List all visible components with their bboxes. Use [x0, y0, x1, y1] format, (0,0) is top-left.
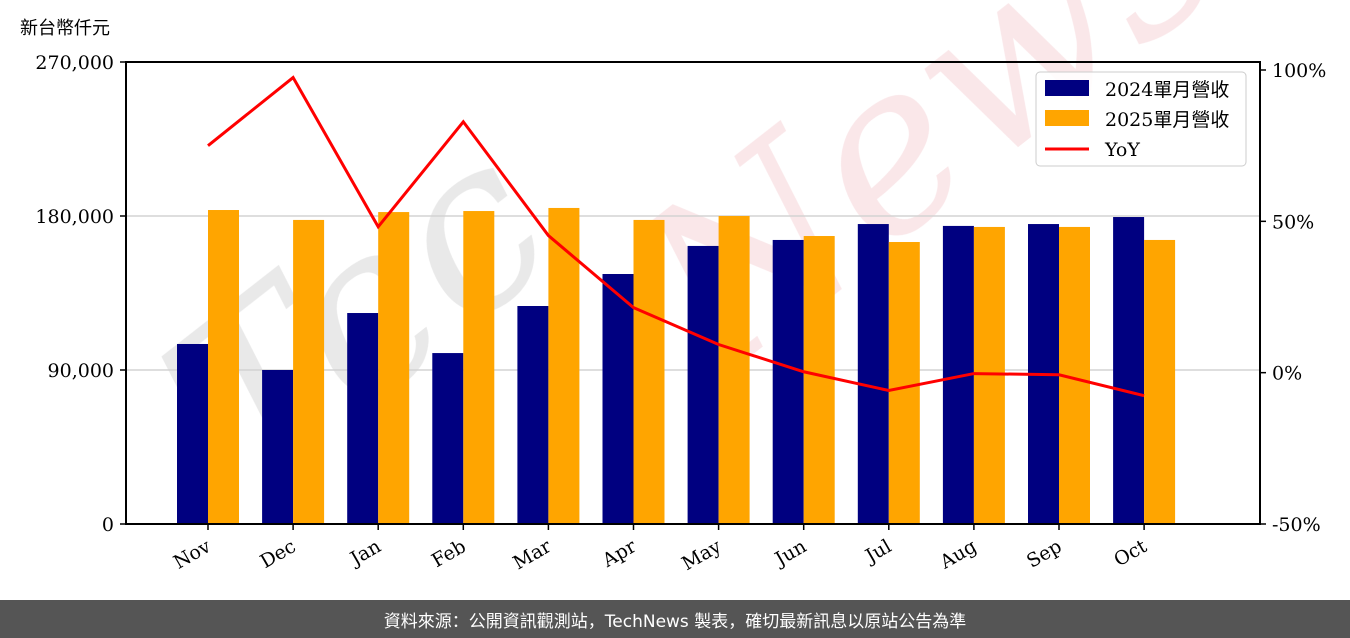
legend-label-yoy: YoY [1104, 139, 1140, 161]
x-tick-label: Jan [345, 535, 385, 571]
legend-swatch-2024 [1045, 80, 1089, 96]
bar-2024-jan [347, 313, 379, 524]
x-tick-label: Nov [170, 535, 215, 574]
y-tick-label: 180,000 [35, 206, 114, 228]
bar-series [177, 207, 1176, 525]
bar-2024-jun [772, 239, 804, 524]
x-tick-label: Feb [428, 535, 470, 572]
bar-2024-jul [857, 224, 889, 524]
source-footer: 資料來源：公開資訊觀測站，TechNews 製表，確切最新訊息以原站公告為準 [0, 600, 1350, 638]
bar-2024-oct [1113, 217, 1145, 524]
y-tick-label: 270,000 [35, 52, 114, 74]
bar-2025-aug [973, 226, 1005, 524]
y-axis-right-labels: -50% 0% 50% 100% [1272, 60, 1326, 536]
legend: 2024單月營收 2025單月營收 YoY [1035, 71, 1247, 167]
bar-2025-dec [293, 219, 325, 525]
bar-2025-apr [633, 219, 665, 525]
bar-2025-jan [378, 212, 410, 524]
y-tick-label: 0 [102, 514, 114, 536]
bar-2024-dec [262, 370, 294, 524]
plot-frame [125, 61, 1261, 525]
legend-label-2025: 2025單月營收 [1105, 109, 1229, 131]
bar-2024-feb [432, 353, 464, 524]
bar-2024-nov [177, 343, 208, 524]
x-axis-labels: Nov Dec Jan Feb Mar Apr May Jun Jul Aug Sep Oct [170, 535, 1151, 575]
bar-2024-apr [602, 274, 634, 524]
bar-2025-jun [803, 236, 835, 524]
footer-text: 資料來源：公開資訊觀測站，TechNews 製表，確切最新訊息以原站公告為準 [383, 611, 967, 632]
x-tick-label: Aug [936, 535, 981, 574]
y-axis-unit-label: 新台幣仟元 [20, 18, 110, 39]
bar-2024-mar [517, 306, 549, 524]
y2-tick-label: -50% [1272, 514, 1321, 536]
y2-tick-label: 0% [1272, 363, 1302, 385]
bar-2025-nov [208, 210, 239, 524]
x-tick-label: Dec [256, 535, 299, 573]
y2-tick-label: 50% [1272, 211, 1314, 233]
legend-swatch-2025 [1045, 110, 1089, 126]
bar-2025-oct [1144, 239, 1176, 524]
bar-2025-feb [463, 211, 495, 524]
x-tick-label: Jul [860, 535, 895, 568]
revenue-chart: 新台幣仟元 Tec News NovDecJanFebMarAprMayJunJ… [20, 0, 1326, 575]
bar-2025-mar [548, 207, 580, 525]
x-tick-label: Oct [1110, 535, 1151, 571]
y-axis-left-labels: 0 90,000 180,000 270,000 [35, 52, 114, 536]
bar-2025-may [718, 216, 750, 524]
bar-2024-may [687, 245, 719, 524]
bar-2025-jul [888, 242, 920, 524]
yoy-line [207, 75, 1145, 398]
x-tick-label: Sep [1023, 535, 1066, 572]
x-tick-label: Apr [598, 535, 641, 572]
x-tick-label: May [678, 535, 725, 575]
x-tick-label: Jun [770, 535, 811, 571]
legend-label-2024: 2024單月營收 [1105, 79, 1229, 101]
axes [120, 61, 1266, 530]
y-tick-label: 90,000 [48, 360, 114, 382]
x-tick-label: Mar [509, 535, 555, 574]
yoy-line-series [207, 75, 1145, 398]
y2-tick-label: 100% [1272, 60, 1326, 82]
